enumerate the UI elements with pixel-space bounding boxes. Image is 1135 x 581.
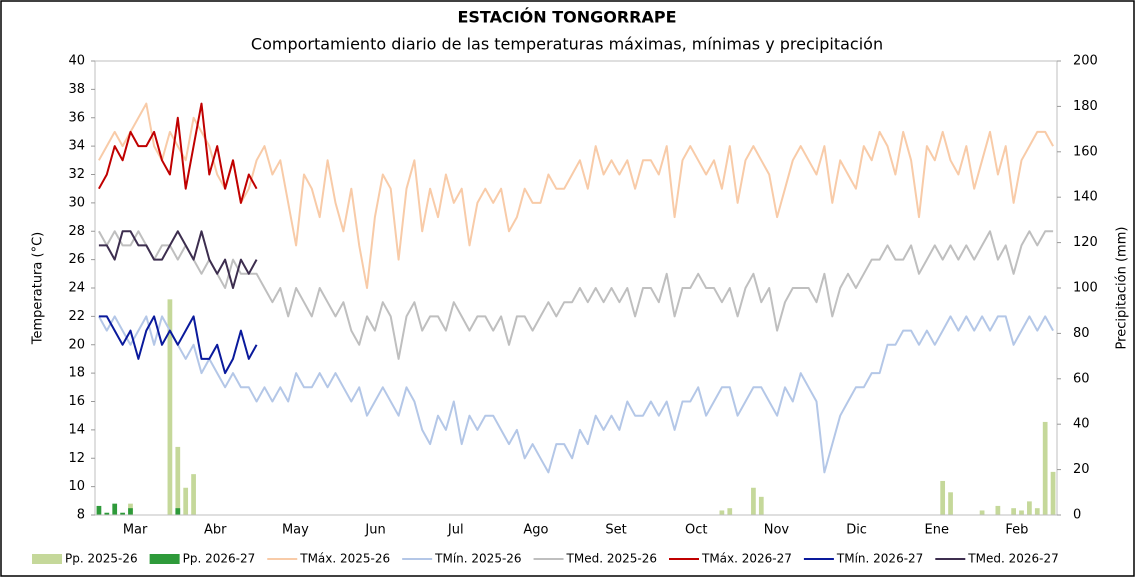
- y-tick-label: 30: [68, 195, 85, 210]
- temperature-line: [98, 230, 258, 289]
- y2-axis-label: Precipitación (mm): [1115, 227, 1130, 350]
- y-tick-label: 34: [68, 139, 85, 154]
- precip-bar: [719, 510, 725, 515]
- precip-bar: [104, 512, 110, 515]
- temperature-line: [98, 315, 1054, 474]
- x-tick-label: Jun: [364, 523, 385, 538]
- y-tick-label: 32: [68, 167, 85, 182]
- precip-bar: [995, 505, 1001, 515]
- legend-swatch: [149, 554, 180, 564]
- x-tick-label: Ene: [925, 523, 949, 538]
- chart-subtitle: Comportamiento diario de las temperatura…: [251, 35, 883, 54]
- precip-bar: [167, 299, 173, 515]
- y-tick-label: 10: [68, 479, 85, 494]
- precip-bar: [1011, 508, 1016, 515]
- precip-bar: [727, 508, 733, 515]
- chart-title: ESTACIÓN TONGORRAPE: [457, 8, 676, 27]
- legend-label: TMed. 2026-27: [967, 552, 1058, 566]
- y-tick-label: 12: [68, 451, 85, 466]
- y2-tick-label: 0: [1073, 508, 1081, 523]
- precip-bar: [112, 503, 118, 515]
- y2-tick-label: 60: [1073, 371, 1090, 386]
- y-tick-label: 22: [68, 309, 85, 324]
- precip-bar: [120, 512, 125, 515]
- x-tick-label: Dic: [846, 523, 867, 538]
- y-tick-label: 20: [68, 337, 85, 352]
- legend-label: TMed. 2025-26: [566, 552, 657, 566]
- x-tick-label: May: [282, 523, 309, 538]
- temperature-line: [98, 102, 1054, 289]
- precip-bar: [96, 505, 102, 515]
- legend-swatch: [32, 554, 62, 564]
- y-tick-label: 40: [68, 54, 85, 69]
- y-tick-label: 14: [68, 422, 85, 437]
- y2-tick-label: 100: [1073, 281, 1098, 296]
- y2-tick-label: 40: [1073, 417, 1090, 432]
- precip-bar: [948, 492, 953, 515]
- x-tick-label: Abr: [204, 523, 227, 538]
- temperature-line: [98, 315, 258, 375]
- legend-label: TMáx. 2025-26: [299, 552, 390, 566]
- y2-tick-label: 160: [1073, 144, 1098, 159]
- y-tick-label: 24: [68, 281, 85, 296]
- y2-tick-label: 180: [1073, 99, 1098, 114]
- x-tick-label: Set: [605, 523, 626, 538]
- y-tick-label: 18: [68, 366, 85, 381]
- x-tick-label: Mar: [123, 523, 148, 538]
- y2-tick-label: 140: [1073, 190, 1098, 205]
- x-tick-label: Feb: [1005, 523, 1028, 538]
- x-tick-label: Ago: [523, 523, 548, 538]
- precip-bar: [1042, 421, 1048, 515]
- x-tick-label: Jul: [447, 523, 464, 538]
- y-tick-label: 38: [68, 82, 85, 97]
- y2-tick-label: 20: [1073, 462, 1090, 477]
- precip-bar: [128, 508, 133, 515]
- x-tick-label: Oct: [685, 523, 707, 538]
- y-tick-label: 28: [68, 224, 85, 239]
- precip-bar: [183, 487, 189, 515]
- y-axis-label: Temperatura (°C): [31, 232, 46, 345]
- y2-tick-label: 80: [1073, 326, 1090, 341]
- y-tick-label: 26: [68, 252, 85, 267]
- legend-label: Pp. 2026-27: [183, 552, 256, 566]
- legend-label: TMáx. 2026-27: [701, 552, 792, 566]
- temperature-line: [98, 230, 1054, 360]
- precip-bar: [758, 496, 764, 515]
- legend: Pp. 2025-26 Pp. 2026-27 TMáx. 2025-26 TMín.…: [32, 552, 1059, 566]
- legend-label: Pp. 2025-26: [65, 552, 138, 566]
- y-tick-label: 8: [77, 508, 85, 523]
- plot-area: [96, 102, 1056, 515]
- precip-bar: [1050, 471, 1056, 515]
- x-tick-label: Nov: [764, 523, 790, 538]
- y-tick-label: 16: [68, 394, 85, 409]
- precip-bar: [175, 508, 181, 515]
- precip-bar: [751, 487, 756, 515]
- precip-bar: [979, 510, 985, 515]
- legend-label: TMín. 2026-27: [836, 552, 923, 566]
- temperature-line: [98, 102, 258, 204]
- y-tick-label: 36: [68, 110, 85, 125]
- precip-bar: [175, 446, 181, 515]
- precip-bar: [1027, 501, 1032, 515]
- precip-bar: [940, 480, 946, 515]
- precip-bar: [191, 474, 196, 515]
- precip-bar: [1034, 508, 1040, 515]
- precip-bar: [1019, 510, 1024, 515]
- y2-tick-label: 120: [1073, 235, 1098, 250]
- legend-label: TMín. 2025-26: [434, 552, 521, 566]
- y2-tick-label: 200: [1073, 54, 1098, 69]
